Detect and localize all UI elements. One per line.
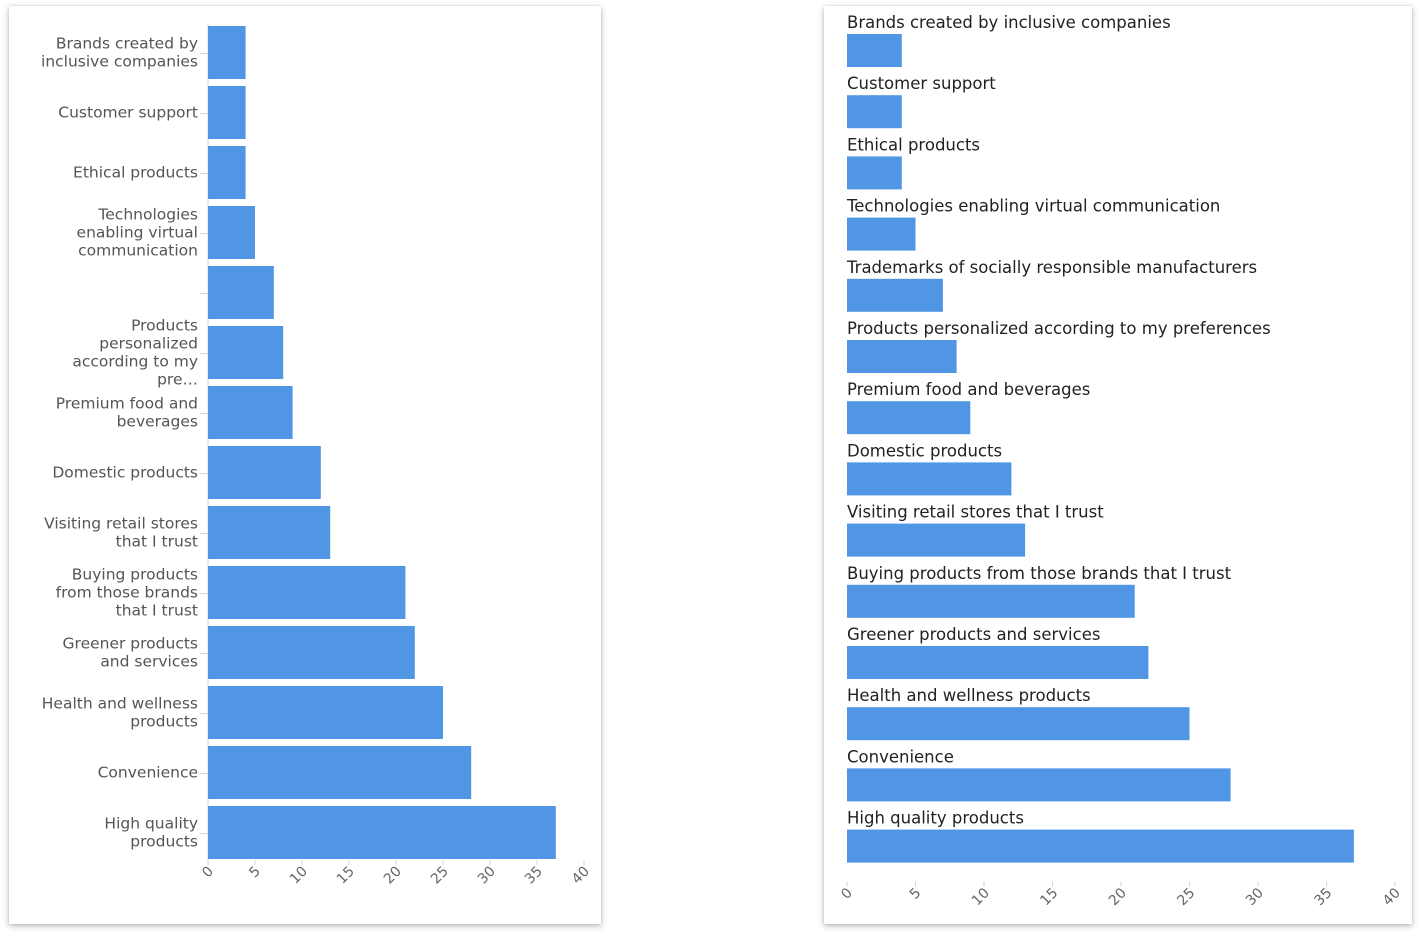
- left-bar-chart: Brands created by inclusive companies Cust…: [41, 24, 593, 888]
- category-label: Products personalized according to my pr…: [847, 319, 1271, 338]
- category-label: Buying products from those brands that I…: [847, 564, 1232, 583]
- category-label: Health and wellness products: [847, 686, 1091, 705]
- bar: [847, 340, 957, 373]
- bar: [847, 217, 916, 251]
- x-tick-label: 10: [287, 864, 311, 888]
- bar: [847, 34, 902, 67]
- bar: [847, 462, 1012, 496]
- x-tick-label: 0: [838, 885, 856, 903]
- category-label: High quality products: [847, 809, 1024, 828]
- bar: [847, 401, 971, 435]
- category-label: Convenience: [98, 764, 198, 782]
- category-label: Brands created by inclusive companies: [41, 35, 198, 71]
- bar: [208, 146, 246, 199]
- category-label: Domestic products: [52, 464, 198, 482]
- category-label: Trademarks of socially responsible manuf…: [846, 258, 1257, 277]
- bar: [847, 768, 1231, 802]
- x-tick-label: 30: [1243, 885, 1267, 909]
- bar: [208, 506, 331, 559]
- bar: [847, 646, 1149, 679]
- category-label: Products personalized according to my pre…: [72, 317, 198, 389]
- x-tick-label: 20: [381, 864, 405, 888]
- x-tick-label: 35: [522, 864, 546, 888]
- bar: [847, 95, 902, 129]
- x-tick-label: 30: [475, 864, 499, 888]
- bar: [208, 266, 274, 319]
- bar: [208, 386, 293, 439]
- category-label: Domestic products: [847, 441, 1002, 460]
- x-tick-label: 5: [907, 885, 925, 903]
- category-label: Premium food and beverages: [847, 380, 1090, 399]
- category-label: Technologies enabling virtual communicat…: [846, 197, 1220, 216]
- bar: [208, 86, 246, 139]
- category-label: Buying products from those brands that I t…: [56, 566, 198, 620]
- x-tick-label: 35: [1311, 885, 1335, 909]
- category-label: Visiting retail stores that I trust: [847, 503, 1104, 522]
- category-label: High quality products: [104, 815, 198, 851]
- x-tick-label: 25: [428, 864, 452, 888]
- bar: [208, 806, 556, 859]
- bar: [208, 566, 406, 619]
- x-tick-label: 10: [969, 885, 993, 909]
- category-label: Greener products and services: [847, 625, 1100, 644]
- category-label: Ethical products: [847, 135, 980, 154]
- category-label: Brands created by inclusive companies: [847, 13, 1171, 32]
- category-label: Customer support: [58, 104, 198, 122]
- bar: [208, 446, 321, 499]
- category-label: Ethical products: [73, 164, 198, 182]
- right-chart-panel: Brands created by inclusive companies Cus…: [824, 6, 1412, 924]
- bar: [847, 829, 1354, 863]
- x-tick-label: 20: [1106, 885, 1130, 909]
- category-label: Visiting retail stores that I trust: [44, 515, 198, 551]
- bar: [847, 584, 1135, 618]
- bar: [208, 206, 255, 259]
- x-tick-label: 0: [199, 864, 217, 882]
- bar: [847, 278, 943, 312]
- bar: [208, 626, 415, 679]
- x-tick-label: 40: [1380, 885, 1404, 909]
- x-tick-label: 25: [1174, 885, 1198, 909]
- bar: [847, 156, 902, 190]
- bar: [208, 326, 284, 379]
- bar: [847, 707, 1190, 741]
- x-tick-label: 15: [334, 864, 358, 888]
- left-chart-panel: Brands created by inclusive companies Cust…: [9, 6, 601, 924]
- bar: [208, 746, 472, 799]
- category-label: Convenience: [847, 747, 954, 766]
- category-label: Premium food and beverages: [56, 395, 198, 431]
- bar: [208, 686, 443, 739]
- category-label: Customer support: [847, 74, 996, 93]
- right-bar-chart: Brands created by inclusive companies Cus…: [838, 13, 1404, 909]
- category-label: Technologies enabling virtual communicatio…: [77, 206, 198, 260]
- category-label: Greener products and services: [63, 635, 198, 671]
- x-tick-label: 40: [569, 864, 593, 888]
- x-tick-label: 15: [1037, 885, 1061, 909]
- x-tick-label: 5: [246, 864, 264, 882]
- bar: [847, 523, 1026, 557]
- bar: [208, 26, 246, 79]
- category-label: Health and wellness products: [42, 695, 198, 731]
